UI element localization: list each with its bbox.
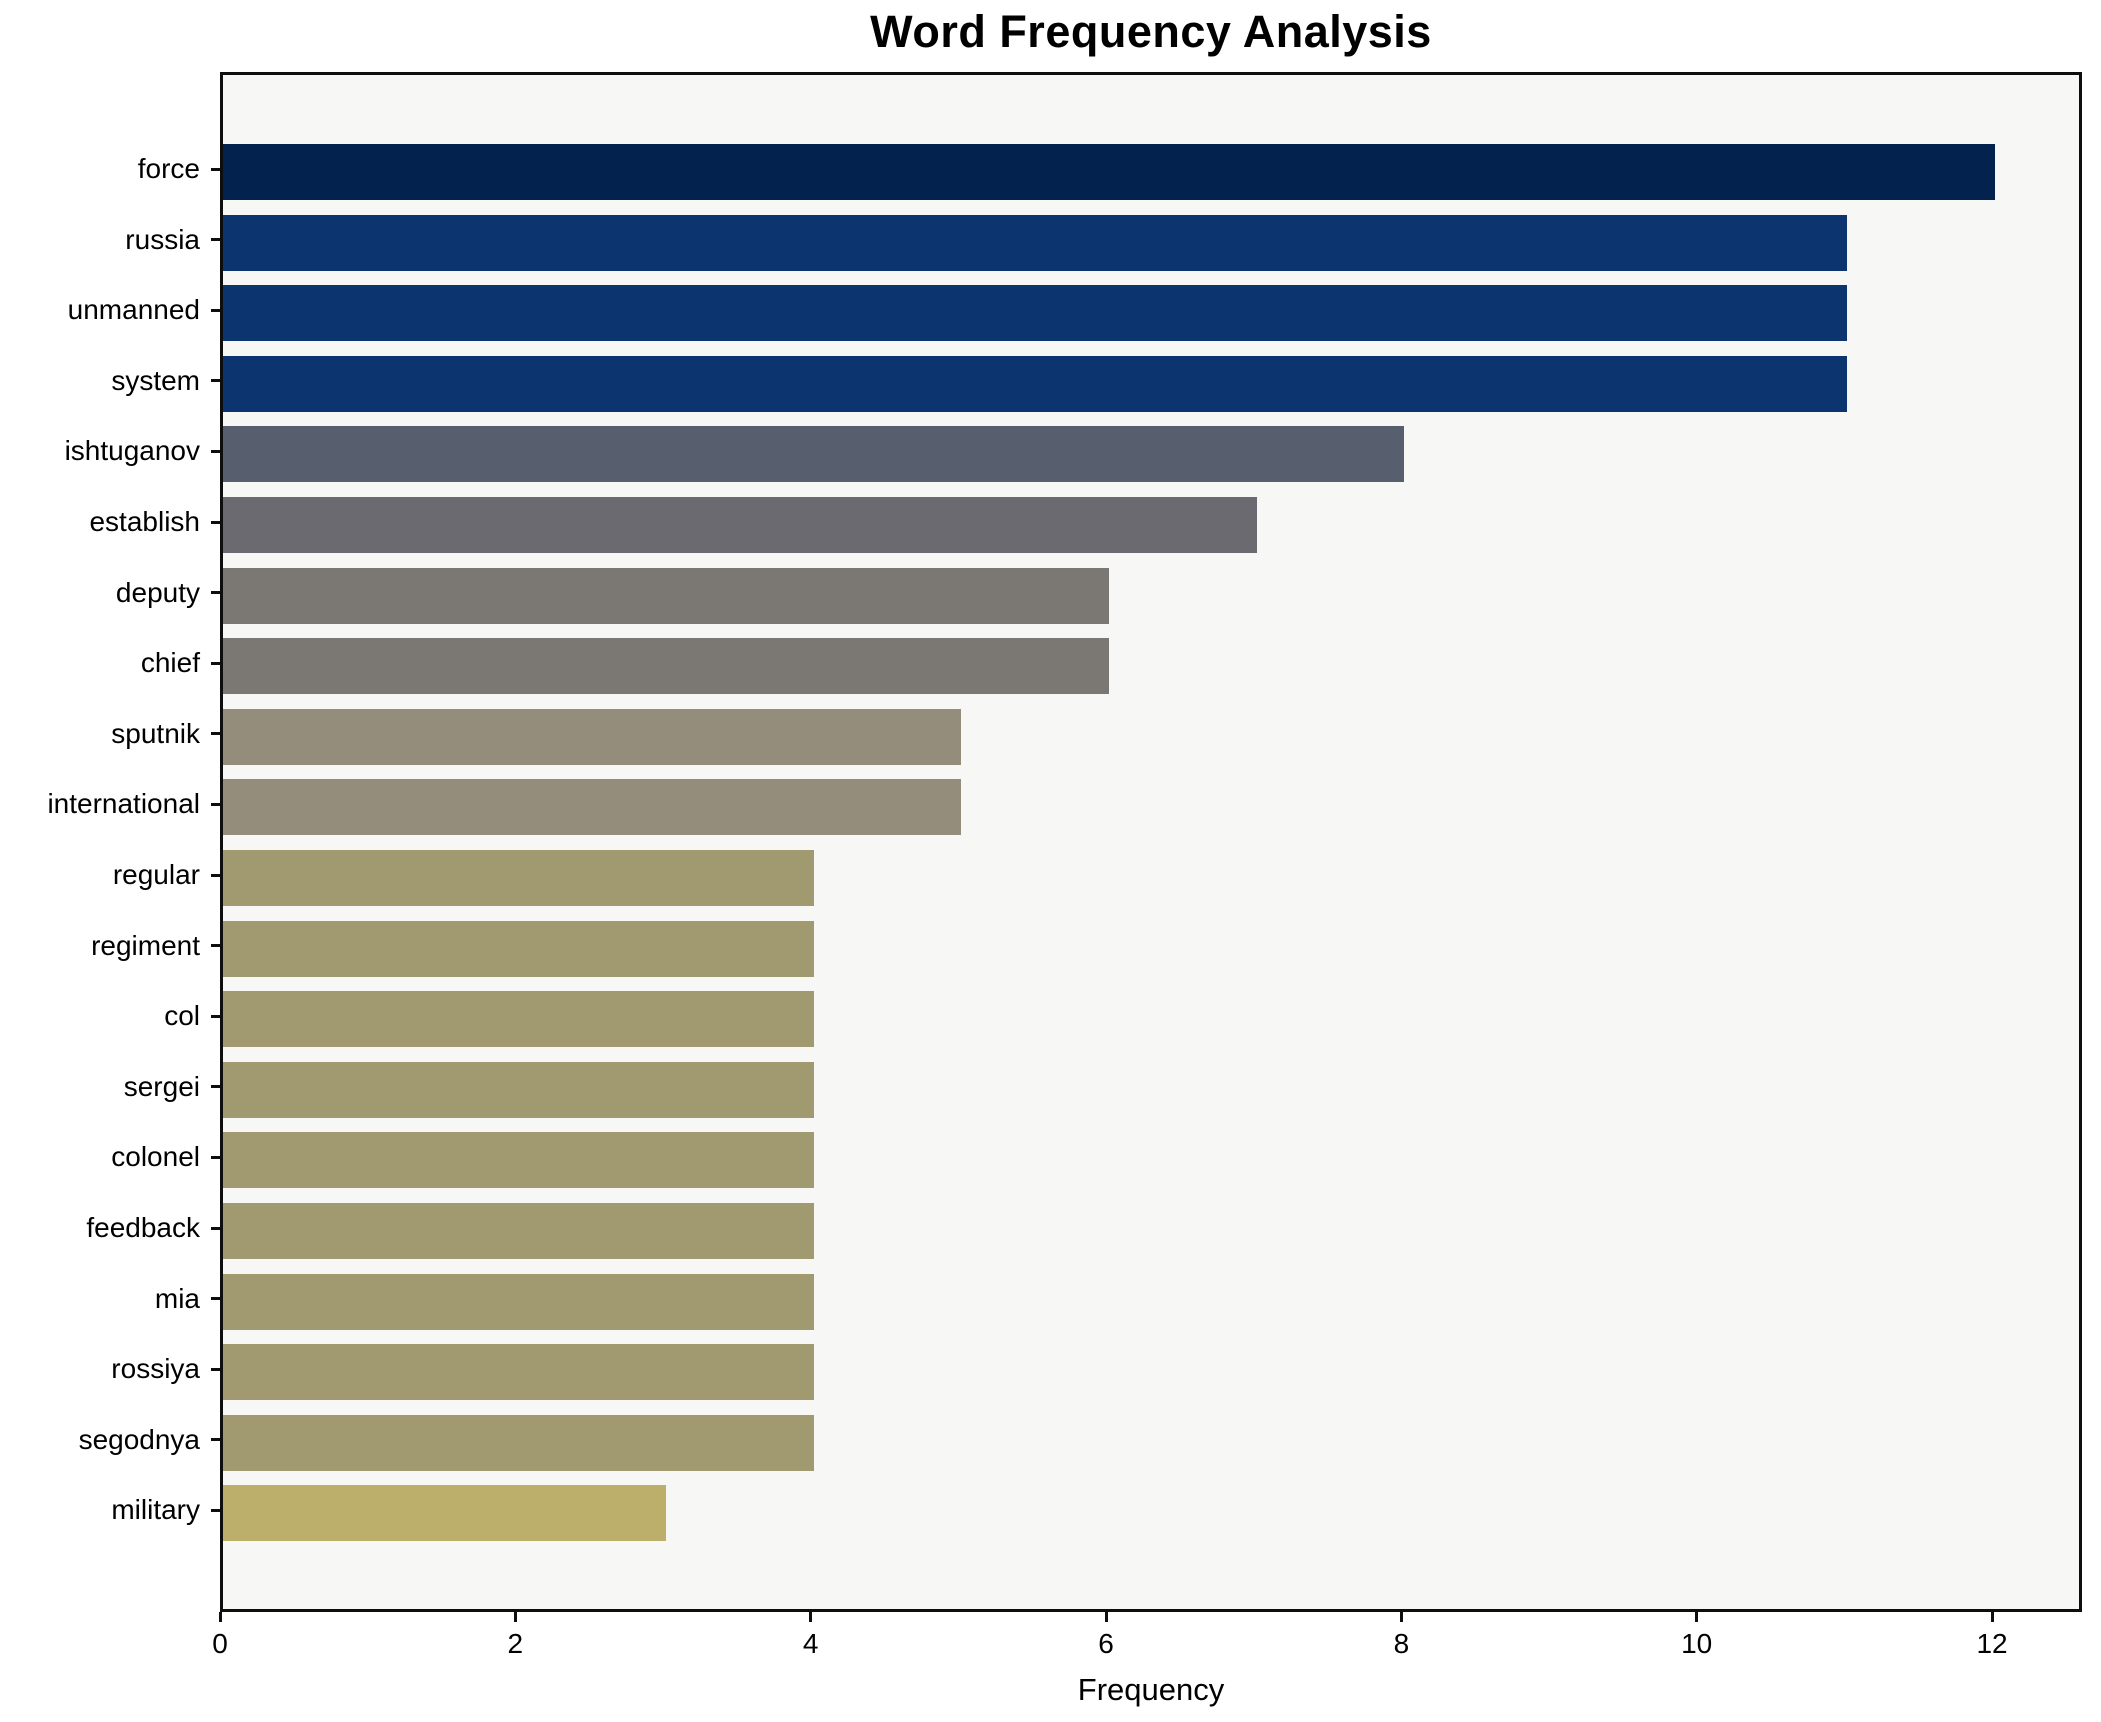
y-tick-mark (211, 1155, 220, 1159)
x-tick-label: 12 (1976, 1628, 2008, 1659)
bar (223, 1203, 814, 1259)
bar (223, 1344, 814, 1401)
y-tick-label: international (47, 788, 200, 820)
y-tick-mark (211, 1085, 220, 1089)
y-tick-mark (211, 732, 220, 736)
y-tick-label: col (164, 1000, 200, 1032)
bar (223, 1061, 814, 1118)
bar (223, 355, 1848, 412)
chart-title: Word Frequency Analysis (870, 6, 1432, 57)
y-tick-mark (211, 802, 220, 806)
y-tick-mark (211, 1297, 220, 1301)
y-tick-mark (211, 520, 220, 524)
bar (223, 497, 1257, 553)
y-tick-mark (211, 661, 220, 665)
y-tick-label: regiment (91, 929, 200, 961)
bar (223, 285, 1848, 342)
y-tick-label: feedback (86, 1212, 200, 1243)
y-tick-label: russia (125, 223, 200, 255)
y-tick-label: ishtuganov (64, 435, 200, 467)
x-tick-label: 6 (1098, 1628, 1114, 1659)
bar (223, 1485, 666, 1542)
bar (223, 850, 814, 906)
x-tick-mark (809, 1612, 813, 1622)
bar (223, 920, 814, 977)
x-tick-mark (513, 1612, 517, 1622)
y-tick-mark (211, 873, 220, 877)
y-tick-mark (211, 1438, 220, 1442)
x-tick-label: 4 (802, 1628, 819, 1659)
y-tick-label: rossiya (111, 1353, 200, 1385)
y-tick-mark (211, 591, 220, 595)
bar (223, 144, 1996, 200)
x-tick-mark (1990, 1612, 1994, 1622)
x-tick-mark (1104, 1612, 1108, 1622)
y-tick-label: establish (89, 506, 200, 537)
x-tick-mark (218, 1612, 222, 1622)
bar (223, 638, 1110, 695)
x-axis-title: Frequency (1077, 1672, 1225, 1707)
y-tick-mark (211, 1014, 220, 1018)
y-tick-label: chief (140, 647, 200, 679)
y-tick-label: deputy (115, 576, 200, 608)
y-tick-label: military (111, 1494, 200, 1526)
bar (223, 708, 962, 765)
bar (223, 1273, 814, 1330)
bar (223, 1132, 814, 1189)
y-tick-label: system (111, 364, 200, 396)
x-tick-mark (1399, 1612, 1403, 1622)
bar (223, 214, 1848, 271)
bar (223, 991, 814, 1048)
x-tick-mark (1695, 1612, 1699, 1622)
x-tick-label: 2 (507, 1628, 524, 1659)
y-tick-label: sergei (123, 1070, 200, 1102)
y-tick-mark (211, 1367, 220, 1371)
y-tick-mark (211, 1226, 220, 1230)
bar (223, 567, 1110, 624)
y-tick-label: segodnya (78, 1423, 200, 1455)
y-tick-label: sputnik (111, 717, 200, 749)
bar (223, 426, 1405, 483)
y-tick-label: regular (112, 859, 200, 890)
y-tick-mark (211, 379, 220, 383)
y-tick-mark (211, 944, 220, 948)
x-tick-label: 0 (212, 1628, 228, 1659)
y-tick-mark (211, 1508, 220, 1512)
y-tick-label: unmanned (67, 294, 200, 326)
bar (223, 779, 962, 836)
x-tick-label: 10 (1681, 1628, 1713, 1659)
y-tick-label: force (137, 153, 200, 184)
x-tick-label: 8 (1393, 1628, 1410, 1659)
plot-area (220, 72, 2082, 1612)
y-tick-mark (211, 238, 220, 242)
y-tick-label: colonel (111, 1141, 200, 1173)
y-tick-mark (211, 167, 220, 171)
y-tick-mark (211, 308, 220, 312)
y-tick-mark (211, 449, 220, 453)
y-tick-label: mia (154, 1282, 200, 1314)
bar (223, 1414, 814, 1471)
